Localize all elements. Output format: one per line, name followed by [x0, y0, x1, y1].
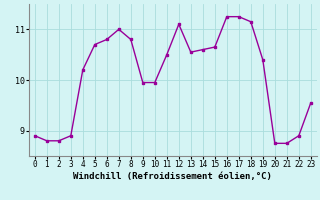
X-axis label: Windchill (Refroidissement éolien,°C): Windchill (Refroidissement éolien,°C): [73, 172, 272, 181]
